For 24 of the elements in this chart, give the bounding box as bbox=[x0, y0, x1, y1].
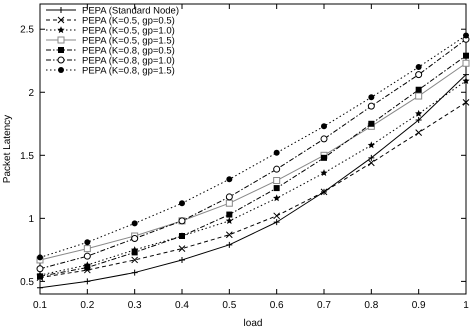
x-tick-label: 0.6 bbox=[270, 300, 284, 311]
x-tick-label: 0.3 bbox=[128, 300, 142, 311]
y-axis-title: Packet Latency bbox=[2, 114, 13, 184]
legend-label: PEPA (K=0.8, gp=1.0) bbox=[82, 55, 175, 66]
legend-label: PEPA (K=0.5, gp=1.5) bbox=[82, 35, 175, 46]
x-tick-label: 0.2 bbox=[80, 300, 95, 311]
y-tick-label: 2.5 bbox=[20, 24, 34, 36]
y-tick-label: 1 bbox=[28, 214, 34, 225]
legend-label: PEPA (K=0.8, gp=1.5) bbox=[82, 65, 175, 76]
x-tick-label: 0.8 bbox=[364, 300, 379, 311]
x-axis-title: load bbox=[244, 318, 262, 329]
legend-label: PEPA (K=0.5, gp=0.5) bbox=[82, 15, 175, 26]
legend-label: PEPA (K=0.8, gp=0.5) bbox=[82, 45, 175, 56]
x-tick-label: 0.7 bbox=[317, 300, 332, 311]
x-tick-label: 0.1 bbox=[33, 300, 48, 311]
y-tick-label: 0.5 bbox=[20, 276, 34, 288]
legend-label: PEPA (Standard Node) bbox=[82, 5, 179, 16]
legend-label: PEPA (K=0.5, gp=1.0) bbox=[82, 25, 175, 36]
x-tick-label: 1 bbox=[463, 300, 470, 311]
y-tick-label: 2 bbox=[28, 88, 34, 99]
x-tick-label: 0.4 bbox=[175, 300, 190, 311]
x-tick-label: 0.5 bbox=[222, 300, 237, 311]
y-tick-label: 1.5 bbox=[20, 150, 34, 162]
x-tick-label: 0.9 bbox=[412, 300, 426, 311]
